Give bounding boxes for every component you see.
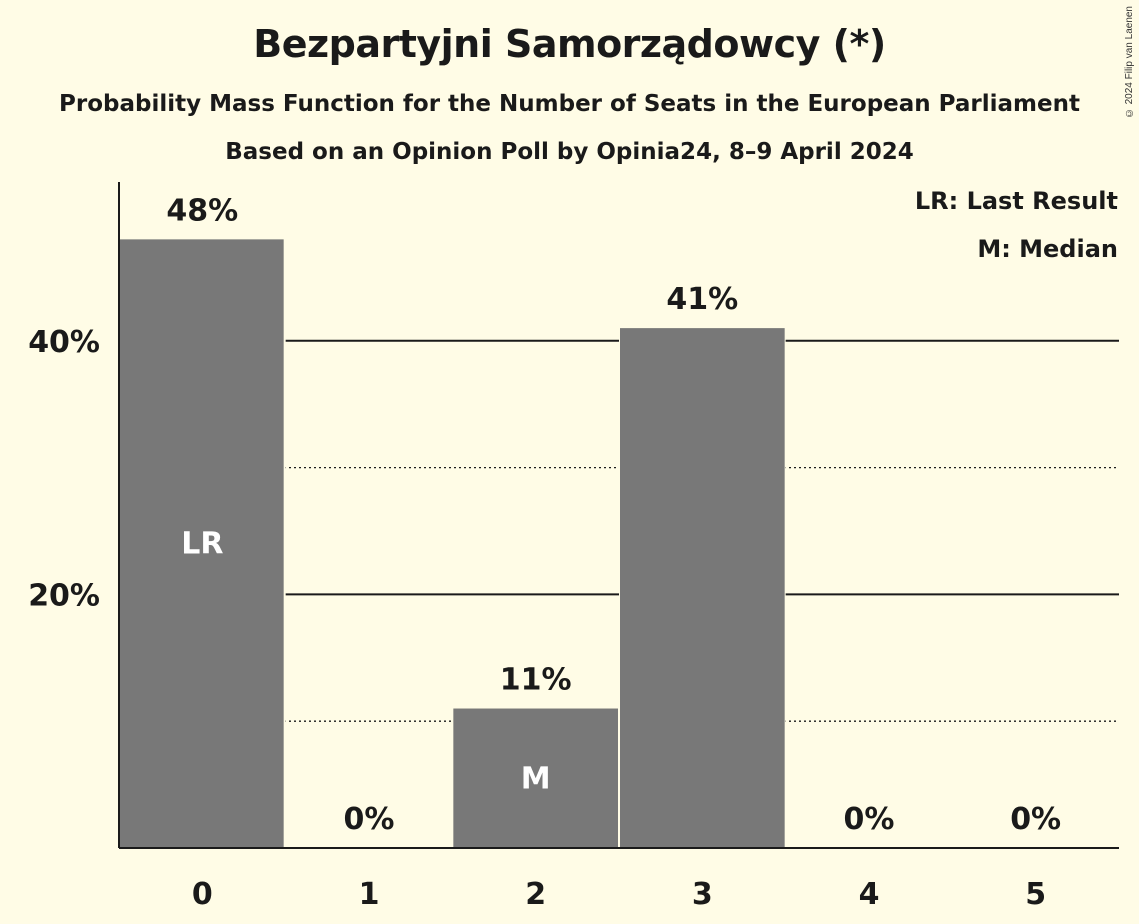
value-label-bg bbox=[169, 190, 235, 229]
value-label: 11% bbox=[500, 663, 572, 698]
legend-entry: LR: Last Result bbox=[915, 187, 1118, 215]
x-tick-label: 0 bbox=[192, 877, 213, 912]
legend: LR: Last Result M: Median bbox=[915, 187, 1118, 263]
value-label: 41% bbox=[666, 282, 738, 317]
value-label: 0% bbox=[844, 802, 895, 837]
value-label: 0% bbox=[344, 802, 395, 837]
chart-subtitle: Probability Mass Function for the Number… bbox=[59, 91, 1080, 117]
value-label-bg bbox=[669, 279, 735, 318]
x-tick-label: 4 bbox=[859, 877, 880, 912]
value-label: 48% bbox=[166, 193, 238, 228]
chart-title: Bezpartyjni Samorządowcy (*) bbox=[253, 22, 886, 66]
y-tick-label: 40% bbox=[28, 325, 100, 360]
x-tick-label: 1 bbox=[359, 877, 380, 912]
axes bbox=[118, 182, 1119, 849]
bar bbox=[453, 708, 618, 848]
bar-marker-label: M bbox=[521, 761, 551, 796]
bars bbox=[119, 239, 786, 849]
value-label: 0% bbox=[1010, 802, 1061, 837]
chart-subtitle-source: Based on an Opinion Poll by Opinia24, 8–… bbox=[225, 139, 914, 165]
x-tick-label: 3 bbox=[692, 877, 713, 912]
legend-entry: M: Median bbox=[977, 235, 1118, 263]
x-tick-label: 2 bbox=[525, 877, 546, 912]
bar bbox=[620, 328, 785, 848]
x-tick-label: 5 bbox=[1025, 877, 1046, 912]
bar bbox=[119, 239, 284, 849]
y-tick-label: 20% bbox=[28, 578, 100, 613]
bar-marker-label: LR bbox=[181, 527, 223, 562]
value-label-bg bbox=[503, 659, 569, 698]
